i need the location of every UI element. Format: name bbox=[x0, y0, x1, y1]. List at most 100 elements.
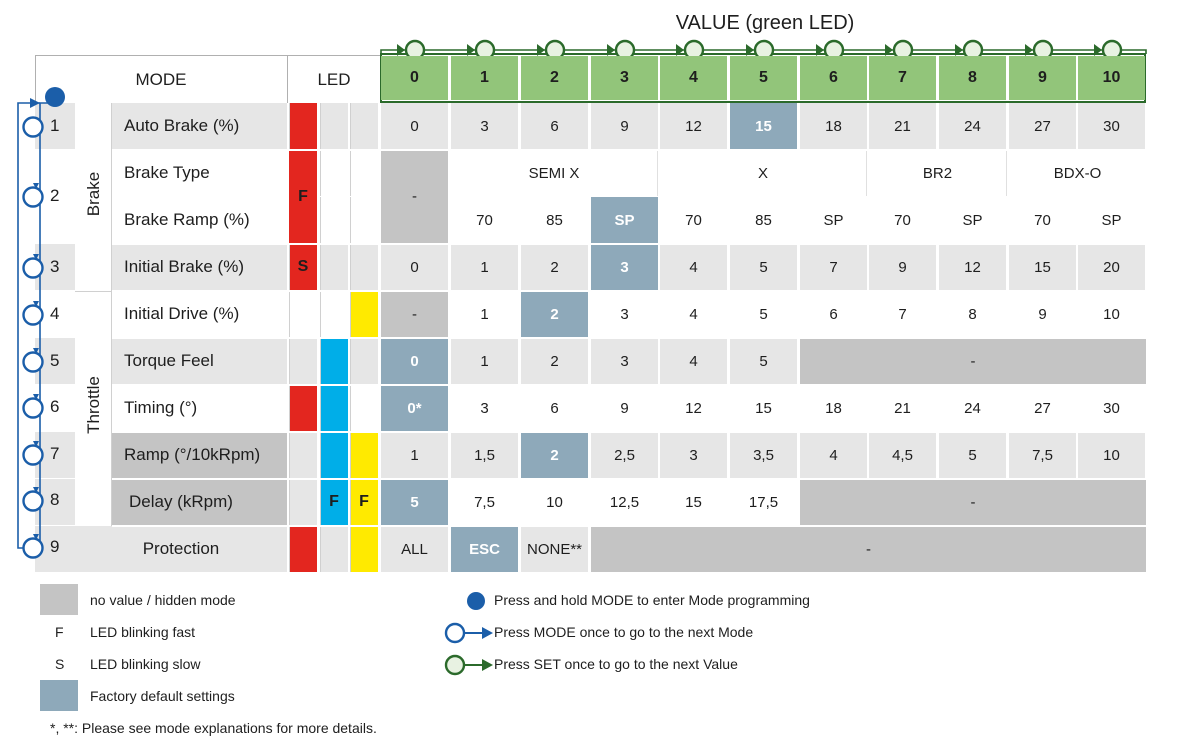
hold-mode-dot-icon bbox=[467, 592, 485, 610]
mode-label-8: Delay (kRpm) bbox=[112, 479, 287, 525]
value-cell: 7 bbox=[800, 244, 867, 290]
mode-number-6: 6 bbox=[50, 397, 60, 416]
value-cell: 10 bbox=[1078, 432, 1145, 478]
value-cell: 4 bbox=[660, 244, 727, 290]
value-cell: 12,5 bbox=[609, 493, 640, 511]
led-cell-yellow bbox=[350, 432, 378, 478]
value-cell: 24 bbox=[964, 399, 981, 417]
value-cell: 3 bbox=[480, 399, 489, 417]
value-cell: 3 bbox=[591, 338, 658, 384]
row-separator bbox=[112, 338, 1146, 339]
brake-type-x: X bbox=[660, 150, 867, 196]
value-cell: 7 bbox=[898, 305, 907, 323]
value-cell: 3 bbox=[660, 432, 727, 478]
brake-ramp-cell: 70 bbox=[894, 211, 911, 229]
group-label-throttle: Throttle bbox=[84, 376, 103, 434]
value-cell: 1 bbox=[451, 338, 518, 384]
value-cell: 24 bbox=[939, 103, 1006, 149]
value-cell: 0* bbox=[381, 385, 448, 431]
led-cell-yellow bbox=[350, 291, 378, 337]
led-cell-red bbox=[289, 150, 317, 243]
led-cell-off bbox=[320, 150, 348, 196]
legend-hidden-text: no value / hidden mode bbox=[90, 592, 236, 608]
row-separator bbox=[112, 291, 1146, 292]
brake-ramp-cell: SP bbox=[823, 211, 844, 229]
mode-number-3: 3 bbox=[50, 257, 60, 276]
led-cell-blue bbox=[320, 385, 348, 431]
mode-header: MODE bbox=[135, 70, 187, 89]
value-cell: 3,5 bbox=[730, 432, 797, 478]
led-cell-off bbox=[320, 526, 348, 572]
led-cell-yellow bbox=[350, 526, 378, 572]
value-cell: 17,5 bbox=[748, 493, 779, 511]
led-blink-fast-yellow: F bbox=[359, 493, 369, 510]
led-header: LED bbox=[317, 70, 351, 89]
legend-next-value-text: Press SET once to go to the next Value bbox=[494, 656, 738, 672]
value-header-8: 8 bbox=[939, 56, 1006, 100]
value-cell: 15 bbox=[1009, 244, 1076, 290]
value-cell: 12 bbox=[660, 103, 727, 149]
value-cell: ESC bbox=[451, 526, 518, 572]
value-cell: ALL bbox=[381, 526, 448, 572]
throttle-group-cell bbox=[75, 291, 112, 526]
led-cell-off bbox=[350, 103, 378, 149]
brake-group-cell bbox=[75, 103, 112, 291]
value-cell: 5 bbox=[759, 305, 768, 323]
led-cell-off bbox=[320, 291, 348, 337]
brake-ramp-cell: 70 bbox=[1034, 211, 1051, 229]
brake-ramp-cell: 85 bbox=[546, 211, 563, 229]
value-cell: 3 bbox=[591, 244, 658, 290]
value-cell: 30 bbox=[1078, 103, 1145, 149]
value-cell: 21 bbox=[869, 103, 936, 149]
led-blink-slow-initial-brake: S bbox=[297, 258, 309, 275]
value-cell: 0 bbox=[381, 244, 448, 290]
led-cell-off bbox=[350, 385, 378, 431]
value-cell: 8 bbox=[968, 305, 977, 323]
mode-number-5: 5 bbox=[50, 351, 60, 370]
value-cell: 15 bbox=[685, 493, 702, 511]
value-header-2: 2 bbox=[521, 56, 588, 100]
led-cell-red bbox=[289, 244, 317, 290]
led-cell-red bbox=[289, 385, 317, 431]
mode-step-circle-icon bbox=[22, 304, 44, 326]
value-cell: 10 bbox=[546, 493, 563, 511]
value-cell: 21 bbox=[894, 399, 911, 417]
value-cell: 30 bbox=[1103, 399, 1120, 417]
row-separator bbox=[112, 479, 1146, 480]
led-cell-off bbox=[350, 244, 378, 290]
value-cell: 2 bbox=[521, 291, 588, 337]
led-cell-blue bbox=[320, 432, 348, 478]
value-cell: 20 bbox=[1078, 244, 1145, 290]
value-cell: 9 bbox=[869, 244, 936, 290]
row-separator bbox=[112, 526, 1146, 527]
led-cell-red bbox=[289, 526, 317, 572]
value-cell: 12 bbox=[685, 399, 702, 417]
value-cell: 5 bbox=[381, 479, 448, 525]
value-cell: 1,5 bbox=[451, 432, 518, 478]
value-title: VALUE (green LED) bbox=[675, 11, 855, 34]
value-cell: 18 bbox=[825, 399, 842, 417]
mode-label-3: Initial Brake (%) bbox=[112, 244, 287, 290]
legend-slow-key: S bbox=[55, 656, 65, 672]
mode-number-4: 4 bbox=[50, 304, 60, 323]
value-header-7: 7 bbox=[869, 56, 936, 100]
mode-number-1: 1 bbox=[50, 116, 60, 135]
value-header-3: 3 bbox=[591, 56, 658, 100]
legend-hidden-swatch bbox=[40, 584, 78, 615]
value-cell: - bbox=[381, 291, 448, 337]
value-cell: 2 bbox=[521, 338, 588, 384]
mode-step-arrowhead bbox=[33, 394, 39, 400]
value-cell: 6 bbox=[550, 399, 559, 417]
brake-ramp-cell: SP bbox=[1101, 211, 1122, 229]
legend-fast-key: F bbox=[55, 624, 64, 640]
mode-number-2: 2 bbox=[50, 186, 60, 205]
mode-label-4: Initial Drive (%) bbox=[124, 304, 240, 323]
mode-label-2: Brake Type bbox=[124, 163, 210, 182]
brake-type-hidden-cell: - bbox=[381, 150, 448, 243]
value-cell: 9 bbox=[1038, 305, 1047, 323]
mode-step-arrowhead bbox=[33, 183, 39, 189]
legend-slow-text: LED blinking slow bbox=[90, 656, 201, 672]
mode-number-7: 7 bbox=[50, 444, 60, 463]
value-cell: 2 bbox=[521, 432, 588, 478]
value-cell: 12 bbox=[939, 244, 1006, 290]
